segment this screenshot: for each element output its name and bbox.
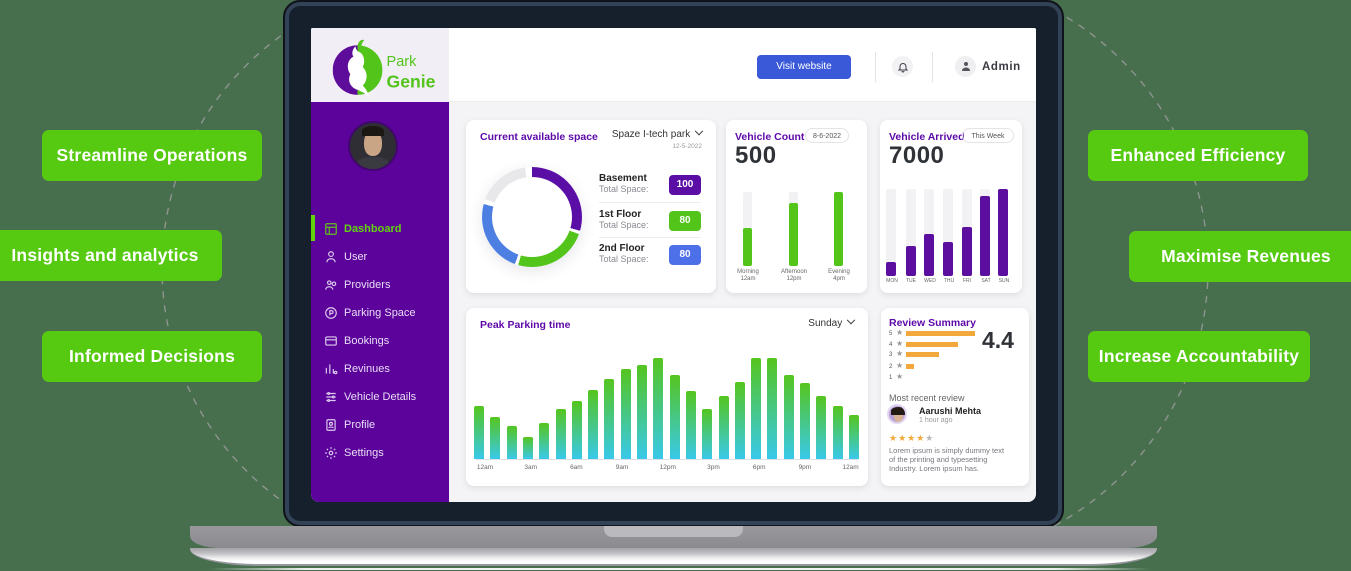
svg-text:Genie: Genie <box>387 72 436 92</box>
svg-text:Park: Park <box>387 54 418 70</box>
